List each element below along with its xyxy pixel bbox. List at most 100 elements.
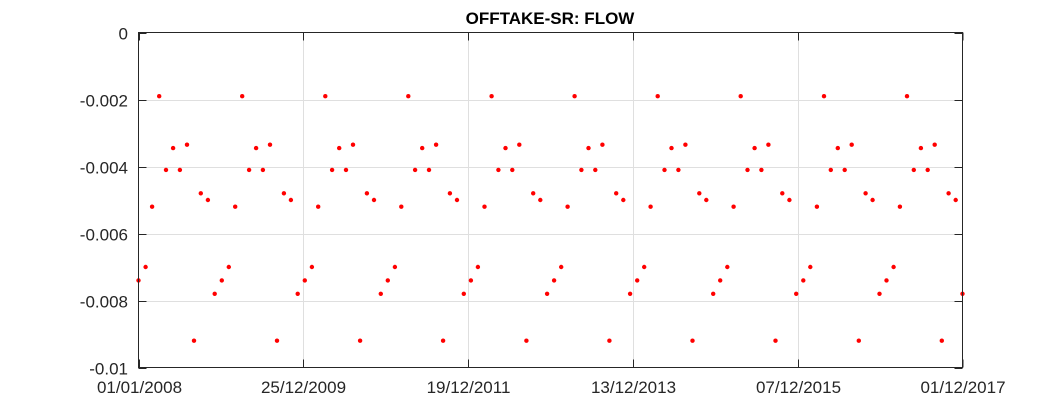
y-tick-label: 0: [119, 25, 128, 44]
data-point: [814, 204, 820, 209]
data-point: [233, 204, 238, 209]
data-point: [635, 278, 640, 283]
data-point: [870, 197, 875, 203]
data-point: [808, 264, 813, 270]
x-tick-label: 07/12/2015: [756, 378, 841, 397]
data-point: [406, 94, 411, 99]
data-point: [863, 191, 868, 196]
data-point: [572, 94, 577, 99]
data-point: [219, 278, 224, 283]
plot-area: [138, 32, 963, 368]
data-point: [662, 167, 667, 173]
data-point: [364, 191, 370, 196]
data-point: [524, 338, 529, 343]
data-point: [246, 167, 252, 173]
data-point: [669, 145, 674, 151]
data-point: [648, 204, 653, 209]
data-point: [475, 264, 481, 270]
data-point: [738, 94, 743, 99]
data-point: [433, 142, 439, 147]
data-point: [316, 204, 321, 209]
data-point: [288, 197, 294, 203]
data-point: [579, 167, 584, 173]
data-point: [842, 167, 847, 173]
data-point: [904, 94, 910, 99]
data-point: [932, 142, 937, 147]
data-point: [412, 167, 418, 173]
data-point: [544, 291, 550, 296]
data-point: [925, 167, 930, 173]
data-point: [683, 142, 688, 147]
data-point: [711, 291, 716, 296]
data-point: [302, 278, 307, 283]
y-axis-tick-labels: 0 -0.002 -0.004 -0.006 -0.008 -0.01: [80, 25, 128, 379]
data-point: [939, 338, 944, 343]
data-point: [614, 191, 619, 196]
data-point: [281, 191, 287, 196]
data-point: [503, 145, 508, 151]
data-point: [690, 338, 695, 343]
data-point: [378, 291, 383, 296]
x-tick-label: 19/12/2011: [427, 378, 511, 397]
x-axis-tick-labels: 01/01/2008 25/12/2009 19/12/2011 13/12/2013…: [97, 378, 1006, 397]
data-point: [240, 94, 245, 99]
data-point: [157, 94, 162, 99]
data-point: [877, 291, 882, 296]
data-point: [267, 142, 273, 147]
data-point: [371, 197, 377, 203]
data-point: [420, 145, 425, 151]
data-point: [787, 197, 792, 203]
data-point: [891, 264, 896, 270]
data-point: [517, 142, 522, 147]
data-point: [399, 204, 404, 209]
data-point: [773, 338, 778, 343]
y-tick-label: -0.006: [80, 226, 128, 245]
data-point: [177, 167, 183, 173]
data-point: [323, 94, 328, 99]
data-point: [274, 338, 280, 343]
data-point: [447, 191, 453, 196]
data-point: [260, 167, 266, 173]
data-point: [343, 167, 349, 173]
data-point: [170, 145, 176, 151]
x-tick-label: 01/01/2008: [97, 378, 182, 397]
data-point: [642, 264, 647, 270]
data-point: [759, 167, 764, 173]
data-point: [835, 145, 840, 151]
data-point: [531, 191, 536, 196]
data-point: [856, 338, 861, 343]
data-point: [607, 338, 612, 343]
data-point: [621, 197, 626, 203]
chart-title: OFFTAKE-SR: FLOW: [466, 9, 636, 28]
data-point: [309, 264, 315, 270]
data-point: [821, 94, 827, 99]
data-point: [149, 204, 155, 209]
data-point: [461, 291, 466, 296]
data-point: [468, 278, 474, 283]
data-point: [801, 278, 806, 283]
data-point: [704, 197, 709, 203]
data-point: [440, 338, 446, 343]
data-point: [392, 264, 398, 270]
data-point: [482, 204, 487, 209]
data-point: [780, 191, 785, 196]
data-point: [697, 191, 702, 196]
data-point: [198, 191, 203, 196]
data-point: [884, 278, 889, 283]
data-point: [489, 94, 494, 99]
data-point: [725, 264, 730, 270]
data-point: [496, 167, 501, 173]
data-point: [766, 142, 771, 147]
data-point: [676, 167, 681, 173]
data-point: [426, 167, 432, 173]
y-tick-label: -0.008: [80, 293, 128, 312]
data-point: [586, 145, 591, 151]
data-point: [828, 167, 833, 173]
data-point: [163, 167, 169, 173]
data-point: [510, 167, 515, 173]
data-point: [191, 338, 197, 343]
data-point: [226, 264, 231, 270]
data-point: [559, 264, 564, 270]
x-tick-label: 25/12/2009: [261, 378, 346, 397]
